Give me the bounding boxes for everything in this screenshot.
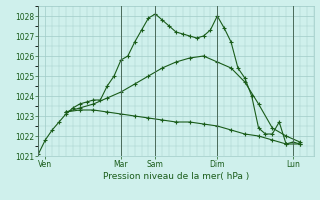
X-axis label: Pression niveau de la mer( hPa ): Pression niveau de la mer( hPa ) (103, 172, 249, 181)
